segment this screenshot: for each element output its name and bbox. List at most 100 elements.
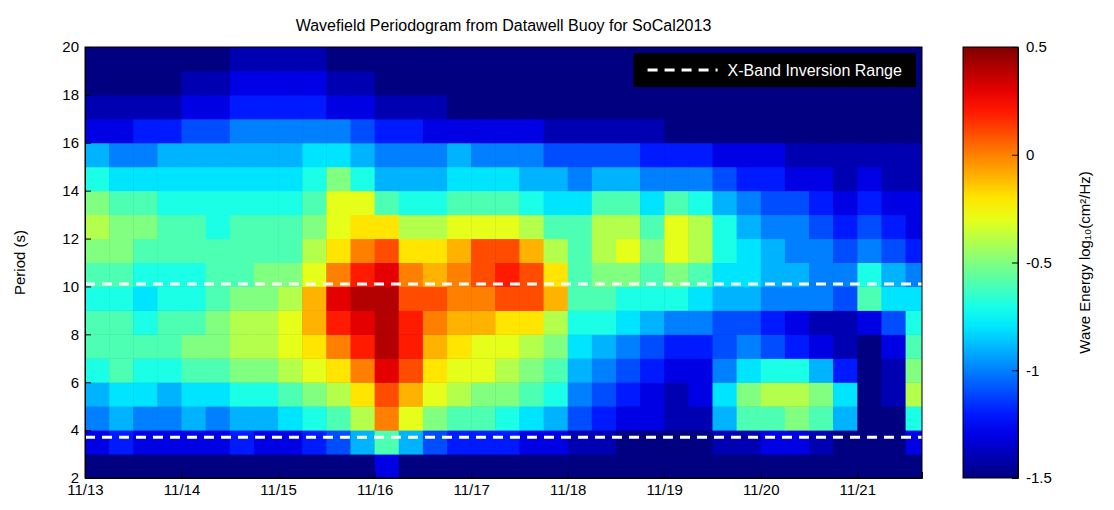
heatmap-cell bbox=[85, 430, 110, 454]
heatmap-cell bbox=[206, 71, 231, 95]
heatmap-cell bbox=[713, 334, 738, 358]
heatmap-cell bbox=[761, 191, 786, 215]
heatmap-cell bbox=[495, 167, 520, 191]
heatmap-cell bbox=[809, 119, 834, 143]
heatmap-cell bbox=[713, 143, 738, 167]
heatmap-cell bbox=[881, 239, 906, 263]
heatmap-cell bbox=[254, 143, 279, 167]
heatmap-cell bbox=[278, 215, 303, 239]
heatmap-cell bbox=[495, 310, 520, 334]
heatmap-cell bbox=[592, 382, 617, 406]
heatmap-cell bbox=[133, 310, 158, 334]
legend-box bbox=[634, 53, 916, 87]
heatmap-cell bbox=[833, 239, 858, 263]
heatmap-cell bbox=[544, 71, 569, 95]
heatmap-cell bbox=[688, 358, 713, 382]
heatmap-cell bbox=[375, 430, 400, 454]
heatmap-cell bbox=[519, 215, 544, 239]
heatmap-cell bbox=[278, 382, 303, 406]
heatmap-cell bbox=[350, 119, 375, 143]
heatmap-cell bbox=[495, 454, 520, 478]
heatmap-cell bbox=[568, 334, 593, 358]
heatmap-cell bbox=[423, 239, 448, 263]
colorbar-tick: 0.5 bbox=[1012, 38, 1047, 55]
heatmap-cell bbox=[182, 215, 207, 239]
heatmap-cell bbox=[688, 454, 713, 478]
heatmap-cell bbox=[616, 358, 641, 382]
x-tick: 11/15 bbox=[260, 472, 296, 498]
heatmap-cell bbox=[809, 382, 834, 406]
heatmap-cell bbox=[495, 334, 520, 358]
heatmap-cell bbox=[375, 143, 400, 167]
heatmap-cell bbox=[544, 47, 569, 71]
heatmap-cell bbox=[133, 358, 158, 382]
heatmap-cell bbox=[881, 286, 906, 310]
heatmap-cell bbox=[326, 215, 351, 239]
heatmap-cell bbox=[447, 239, 472, 263]
y-axis-title: Period (s) bbox=[11, 230, 28, 295]
heatmap-cell bbox=[447, 167, 472, 191]
heatmap-cell bbox=[640, 454, 665, 478]
heatmap-cell bbox=[206, 286, 231, 310]
heatmap-cell bbox=[906, 215, 922, 239]
y-tick-label: 10 bbox=[62, 278, 79, 295]
heatmap-cell bbox=[906, 334, 922, 358]
heatmap-cell bbox=[857, 119, 882, 143]
heatmap-cell bbox=[375, 167, 400, 191]
heatmap-cell bbox=[447, 286, 472, 310]
heatmap-cell bbox=[519, 143, 544, 167]
heatmap-cell bbox=[664, 143, 689, 167]
heatmap-cell bbox=[302, 47, 327, 71]
heatmap-cell bbox=[182, 143, 207, 167]
heatmap-cell bbox=[182, 406, 207, 430]
y-tick-mark bbox=[85, 47, 91, 48]
heatmap-cell bbox=[182, 167, 207, 191]
heatmap-cell bbox=[423, 71, 448, 95]
heatmap-cell bbox=[737, 286, 762, 310]
heatmap-cell bbox=[471, 382, 496, 406]
heatmap-cell bbox=[182, 191, 207, 215]
colorbar bbox=[963, 47, 1018, 478]
heatmap-cell bbox=[399, 119, 424, 143]
heatmap-cell bbox=[592, 191, 617, 215]
heatmap-cell bbox=[664, 358, 689, 382]
heatmap-cell bbox=[833, 215, 858, 239]
heatmap-cell bbox=[85, 358, 110, 382]
heatmap-cell bbox=[230, 334, 255, 358]
heatmap-cell bbox=[592, 406, 617, 430]
heatmap-cell bbox=[302, 334, 327, 358]
heatmap-cell bbox=[423, 167, 448, 191]
heatmap-cell bbox=[616, 454, 641, 478]
heatmap-cell bbox=[713, 406, 738, 430]
heatmap-cell bbox=[230, 167, 255, 191]
heatmap-cell bbox=[375, 382, 400, 406]
heatmap-cell bbox=[85, 95, 110, 119]
heatmap-cell bbox=[495, 286, 520, 310]
heatmap-cell bbox=[809, 143, 834, 167]
heatmap-cell bbox=[688, 119, 713, 143]
heatmap-cell bbox=[640, 358, 665, 382]
heatmap-cell bbox=[85, 119, 110, 143]
heatmap-cell bbox=[495, 430, 520, 454]
heatmap-cell bbox=[785, 406, 810, 430]
heatmap-cell bbox=[881, 310, 906, 334]
x-tick-mark bbox=[664, 472, 665, 478]
heatmap-cell bbox=[857, 286, 882, 310]
heatmap-cell bbox=[206, 47, 231, 71]
y-tick-label: 4 bbox=[71, 421, 79, 438]
heatmap-cell bbox=[157, 406, 182, 430]
heatmap-cell bbox=[206, 95, 231, 119]
heatmap-cell bbox=[519, 358, 544, 382]
heatmap-cell bbox=[881, 334, 906, 358]
chart: 11/1311/1411/1511/1611/1711/1811/1911/20… bbox=[0, 0, 1114, 510]
y-tick-label: 18 bbox=[62, 86, 79, 103]
heatmap-cell bbox=[833, 430, 858, 454]
heatmap-cell bbox=[85, 71, 110, 95]
heatmap-cell bbox=[133, 239, 158, 263]
heatmap-cell bbox=[206, 334, 231, 358]
heatmap-cell bbox=[254, 119, 279, 143]
heatmap-cell bbox=[616, 382, 641, 406]
heatmap-cell bbox=[544, 95, 569, 119]
heatmap-cell bbox=[133, 71, 158, 95]
heatmap-cell bbox=[278, 71, 303, 95]
